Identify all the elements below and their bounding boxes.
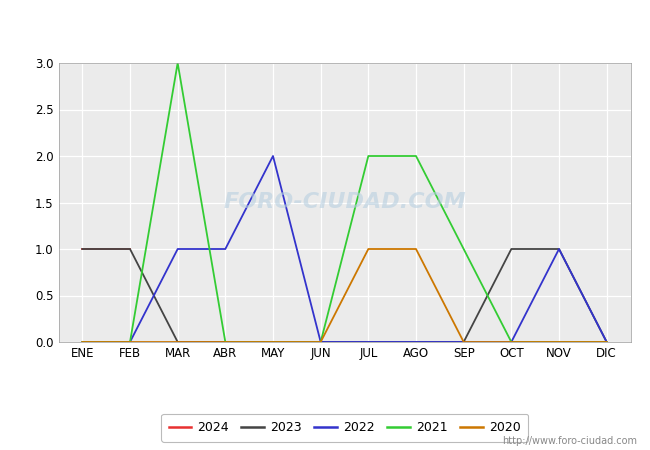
Legend: 2024, 2023, 2022, 2021, 2020: 2024, 2023, 2022, 2021, 2020 (161, 414, 528, 442)
Text: FORO-CIUDAD.COM: FORO-CIUDAD.COM (223, 193, 466, 212)
Text: Matriculaciones de Vehiculos en Quintana del Marco: Matriculaciones de Vehiculos en Quintana… (109, 14, 541, 32)
Text: http://www.foro-ciudad.com: http://www.foro-ciudad.com (502, 436, 637, 446)
